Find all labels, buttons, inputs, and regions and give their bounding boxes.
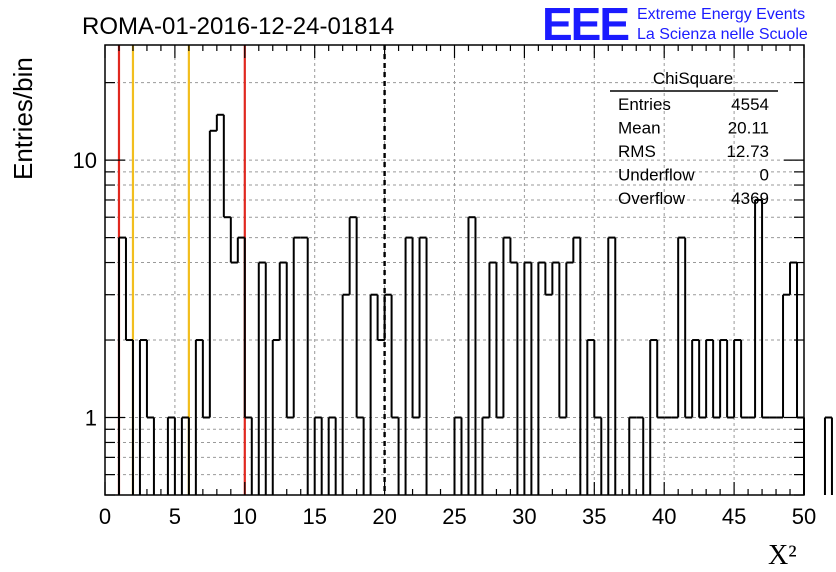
eee-logo: EEE Extreme Energy Events La Scienza nel… [542,0,808,50]
stats-row-value: 4554 [731,95,769,114]
x-tick-label: 20 [372,504,396,529]
y-tick-label: 10 [73,148,97,173]
stats-row-label: Underflow [618,166,695,185]
y-tick-label: 1 [85,406,97,431]
x-tick-label: 50 [792,504,816,529]
axes: 0 5 10 15 20 25 30 35 40 45 50 1 10 [73,44,816,529]
y-axis-title: Entries/bin [8,57,38,180]
histogram-bins [117,113,833,495]
x-tick-label: 40 [652,504,676,529]
eee-logo-line1: Extreme Energy Events [637,6,805,23]
x-tick-label: 45 [722,504,746,529]
x-tick-label: 5 [169,504,181,529]
chart-title: ROMA-01-2016-12-24-01814 [82,13,394,40]
x-tick-label: 10 [233,504,257,529]
stats-row-value: 0 [760,166,769,185]
stats-row-value: 12.73 [726,142,769,161]
x-tick-label: 0 [99,504,111,529]
stats-row-label: Entries [618,95,671,114]
x-tick-label: 25 [442,504,466,529]
stats-row-value: 4369 [731,189,769,208]
eee-logo-letters: EEE [542,0,628,50]
stats-row-label: RMS [618,142,656,161]
x-tick-label: 30 [512,504,536,529]
stats-box: ChiSquare Entries 4554 Mean 20.11 RMS 12.73 Un… [610,69,778,208]
stats-box-name: ChiSquare [653,69,733,88]
eee-logo-line2: La Scienza nelle Scuole [637,26,808,43]
stats-row-label: Mean [618,119,661,138]
x-axis-title: X² [768,540,797,571]
x-tick-label: 15 [302,504,326,529]
stats-row-value: 20.11 [728,119,769,138]
stats-row-label: Overflow [618,189,686,208]
x-tick-label: 35 [582,504,606,529]
